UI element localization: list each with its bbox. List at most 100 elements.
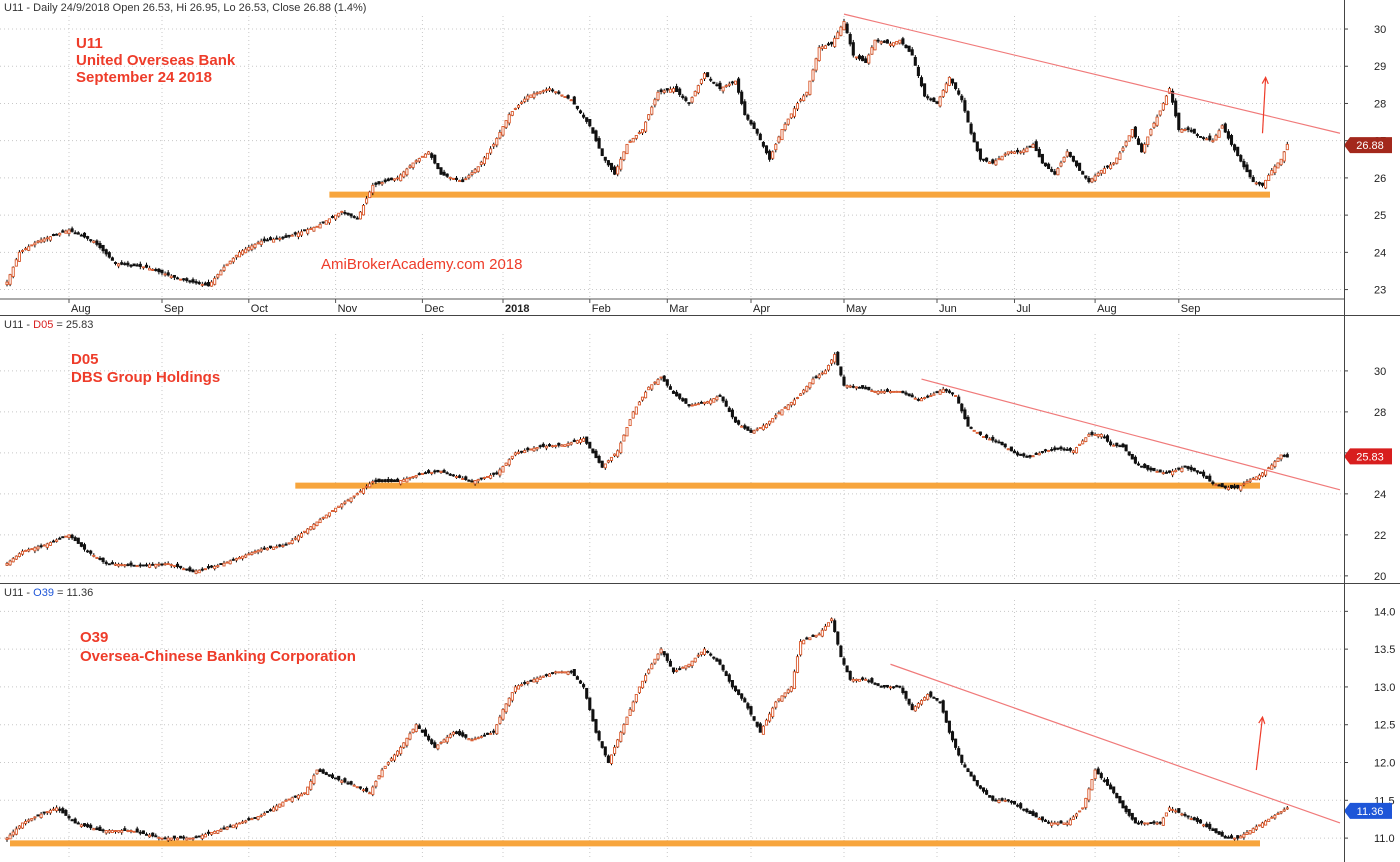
candle [1161,470,1165,475]
candle [70,226,74,233]
candle-body [544,445,548,449]
candle [1109,439,1113,447]
candle-body [1282,454,1286,457]
candle-body [622,724,626,734]
candle-body [216,274,220,278]
candle-body [79,824,83,827]
candle [135,564,139,568]
candle-body [1152,467,1156,472]
candle [278,543,282,548]
y-tick-label: 28 [1374,98,1386,110]
candle [715,82,719,87]
candle-body [910,394,914,398]
candle-body [975,780,979,786]
candle [1078,810,1082,813]
candle-body [200,834,204,839]
candle-body [808,382,812,389]
panel-u11[interactable]: 2324252627282930 26.88 U11 - Daily 24/9/… [0,2,1392,297]
candle [343,500,347,506]
candle-body [644,391,648,399]
candle-body [755,721,759,727]
candle [358,210,362,220]
candle [1009,150,1013,155]
candle-body [1133,456,1137,464]
candle-body [231,558,235,561]
candle-body [36,240,40,243]
candle [244,553,248,559]
candle-body [163,563,167,566]
candle [718,658,722,666]
candle [1180,812,1184,817]
candle-body [256,549,260,553]
candle-body [234,254,238,258]
candle [340,779,344,785]
candle [346,498,350,502]
candle [194,835,198,839]
candle-body [591,448,595,454]
candle [1276,457,1280,462]
candle [1270,463,1274,470]
candle [1233,143,1237,153]
candle [606,459,610,464]
candle [854,386,858,391]
candle-body [17,553,21,557]
candle [1130,453,1134,460]
candle [1130,129,1134,139]
candle [1062,156,1066,163]
candle [51,539,56,543]
candle-body [833,354,837,363]
candle-body [380,769,384,778]
candle-body [1087,177,1091,183]
candle-body [1164,95,1168,106]
candle-body [966,768,970,773]
panel-d05[interactable]: 202224262830 25.83 U11 - D05 = 25.83 D05… [0,319,1392,583]
candles-u11 [5,18,1289,287]
candle [1161,816,1165,826]
candle-body [1016,452,1020,456]
candle [343,777,347,784]
candle-body [693,403,697,406]
candle-body [188,837,192,840]
candle [383,178,387,184]
candle-body [148,564,152,568]
candle-body [414,160,418,163]
candle-body [737,689,741,695]
candle [386,476,390,483]
candle [340,503,344,510]
candle [926,394,930,399]
candle-body [845,665,849,673]
candle-body [420,155,424,158]
candle [994,438,998,444]
candle [89,823,93,831]
candle-body [1282,151,1286,162]
candle [303,229,307,232]
candle [1282,151,1286,164]
candle [33,240,37,248]
month-label: Dec [424,303,444,315]
candle-body [458,180,462,183]
candle [1047,820,1051,825]
candle-body [182,836,186,839]
candle-body [1226,487,1230,491]
candle-body [637,132,641,134]
candle [148,833,152,838]
candle-body [727,83,731,86]
candle [141,266,145,270]
panel-o39[interactable]: 11.011.512.012.513.013.514.0 11.36 U11 -… [0,587,1395,857]
candle-body [1198,819,1203,824]
candle [349,780,353,786]
candle [163,561,167,566]
candle-body [1177,112,1181,130]
candle [768,149,772,162]
candle-body [191,569,195,573]
candle-body [1171,90,1175,103]
candle-body [337,775,341,781]
candle [898,685,902,689]
candle-body [259,548,263,552]
candle [64,808,68,816]
candle [978,148,982,162]
candle-body [1006,799,1010,802]
candle [1068,817,1072,826]
candle-body [836,631,840,645]
candle-body [585,687,589,699]
